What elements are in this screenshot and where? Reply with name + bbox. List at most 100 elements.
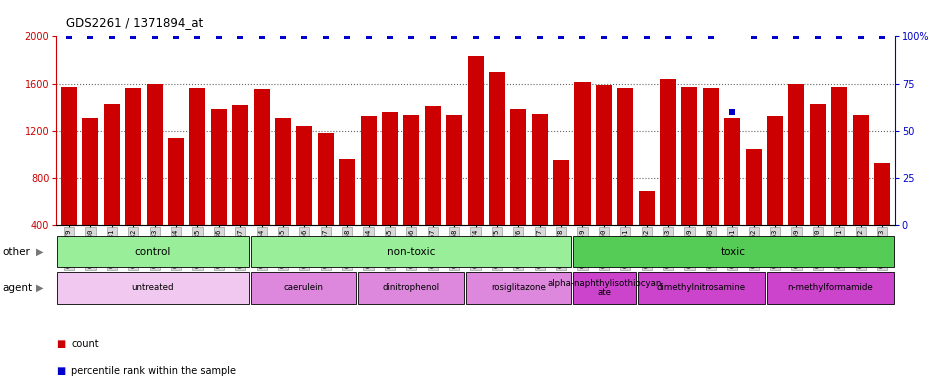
Text: caerulein: caerulein: [284, 283, 323, 293]
Point: [703, 33, 718, 40]
Point: [810, 33, 825, 40]
Bar: [57, 236, 248, 267]
Text: control: control: [135, 247, 171, 257]
Text: untreated: untreated: [132, 283, 174, 293]
Bar: [766, 272, 893, 304]
Point: [168, 33, 183, 40]
Text: other: other: [3, 247, 31, 257]
Bar: [552, 160, 568, 272]
Bar: [465, 272, 571, 304]
Bar: [489, 72, 505, 272]
Text: GDS2261 / 1371894_at: GDS2261 / 1371894_at: [66, 16, 202, 29]
Bar: [251, 272, 356, 304]
Bar: [767, 116, 782, 272]
Point: [425, 33, 440, 40]
Bar: [724, 118, 739, 272]
Bar: [402, 115, 419, 272]
Point: [724, 109, 739, 115]
Text: n-methylformamide: n-methylformamide: [786, 283, 872, 293]
Text: non-toxic: non-toxic: [387, 247, 434, 257]
Bar: [467, 56, 483, 272]
Text: dinitrophenol: dinitrophenol: [382, 283, 439, 293]
Point: [62, 33, 77, 40]
Bar: [168, 137, 183, 272]
Point: [553, 33, 568, 40]
Point: [638, 33, 653, 40]
Point: [660, 33, 675, 40]
Point: [340, 33, 355, 40]
Text: count: count: [71, 339, 98, 349]
Point: [575, 33, 590, 40]
Point: [254, 33, 269, 40]
Bar: [446, 115, 461, 272]
Bar: [251, 236, 571, 267]
Point: [617, 33, 632, 40]
Point: [212, 33, 227, 40]
Point: [767, 33, 782, 40]
Bar: [637, 272, 764, 304]
Point: [831, 33, 846, 40]
Text: ■: ■: [56, 339, 66, 349]
Bar: [680, 87, 696, 272]
Text: dimethylnitrosamine: dimethylnitrosamine: [656, 283, 745, 293]
Point: [104, 33, 119, 40]
Bar: [82, 118, 98, 272]
Text: alpha-naphthylisothiocyan
ate: alpha-naphthylisothiocyan ate: [547, 279, 661, 297]
Bar: [317, 133, 333, 272]
Point: [232, 33, 247, 40]
Bar: [574, 82, 590, 272]
Bar: [232, 105, 248, 272]
Bar: [659, 79, 676, 272]
Bar: [57, 272, 248, 304]
Bar: [211, 109, 227, 272]
Text: ■: ■: [56, 366, 66, 376]
Point: [147, 33, 162, 40]
Bar: [146, 84, 163, 272]
Bar: [382, 112, 398, 272]
Text: ▶: ▶: [36, 283, 43, 293]
Bar: [595, 85, 611, 272]
Point: [125, 33, 140, 40]
Bar: [274, 118, 291, 272]
Bar: [104, 104, 120, 272]
Point: [510, 33, 525, 40]
Text: agent: agent: [3, 283, 33, 293]
Point: [745, 33, 760, 40]
Bar: [189, 88, 205, 272]
Point: [852, 33, 867, 40]
Bar: [360, 116, 376, 272]
Bar: [573, 236, 893, 267]
Point: [489, 33, 504, 40]
Point: [190, 33, 205, 40]
Bar: [296, 126, 312, 272]
Text: toxic: toxic: [721, 247, 745, 257]
Point: [83, 33, 98, 40]
Point: [595, 33, 610, 40]
Bar: [638, 190, 654, 272]
Bar: [617, 88, 633, 272]
Bar: [873, 164, 889, 272]
Bar: [745, 149, 761, 272]
Bar: [424, 106, 440, 272]
Bar: [510, 109, 526, 272]
Text: rosiglitazone: rosiglitazone: [490, 283, 546, 293]
Bar: [531, 114, 548, 272]
Bar: [852, 115, 868, 272]
Bar: [830, 87, 846, 272]
Point: [382, 33, 397, 40]
Bar: [787, 84, 804, 272]
Point: [446, 33, 461, 40]
Text: percentile rank within the sample: percentile rank within the sample: [71, 366, 236, 376]
Point: [788, 33, 803, 40]
Text: ▶: ▶: [36, 247, 43, 257]
Bar: [702, 88, 718, 272]
Point: [467, 33, 482, 40]
Point: [275, 33, 290, 40]
Bar: [125, 88, 141, 272]
Bar: [254, 89, 270, 272]
Point: [532, 33, 547, 40]
Bar: [809, 104, 825, 272]
Bar: [358, 272, 463, 304]
Point: [360, 33, 375, 40]
Point: [318, 33, 333, 40]
